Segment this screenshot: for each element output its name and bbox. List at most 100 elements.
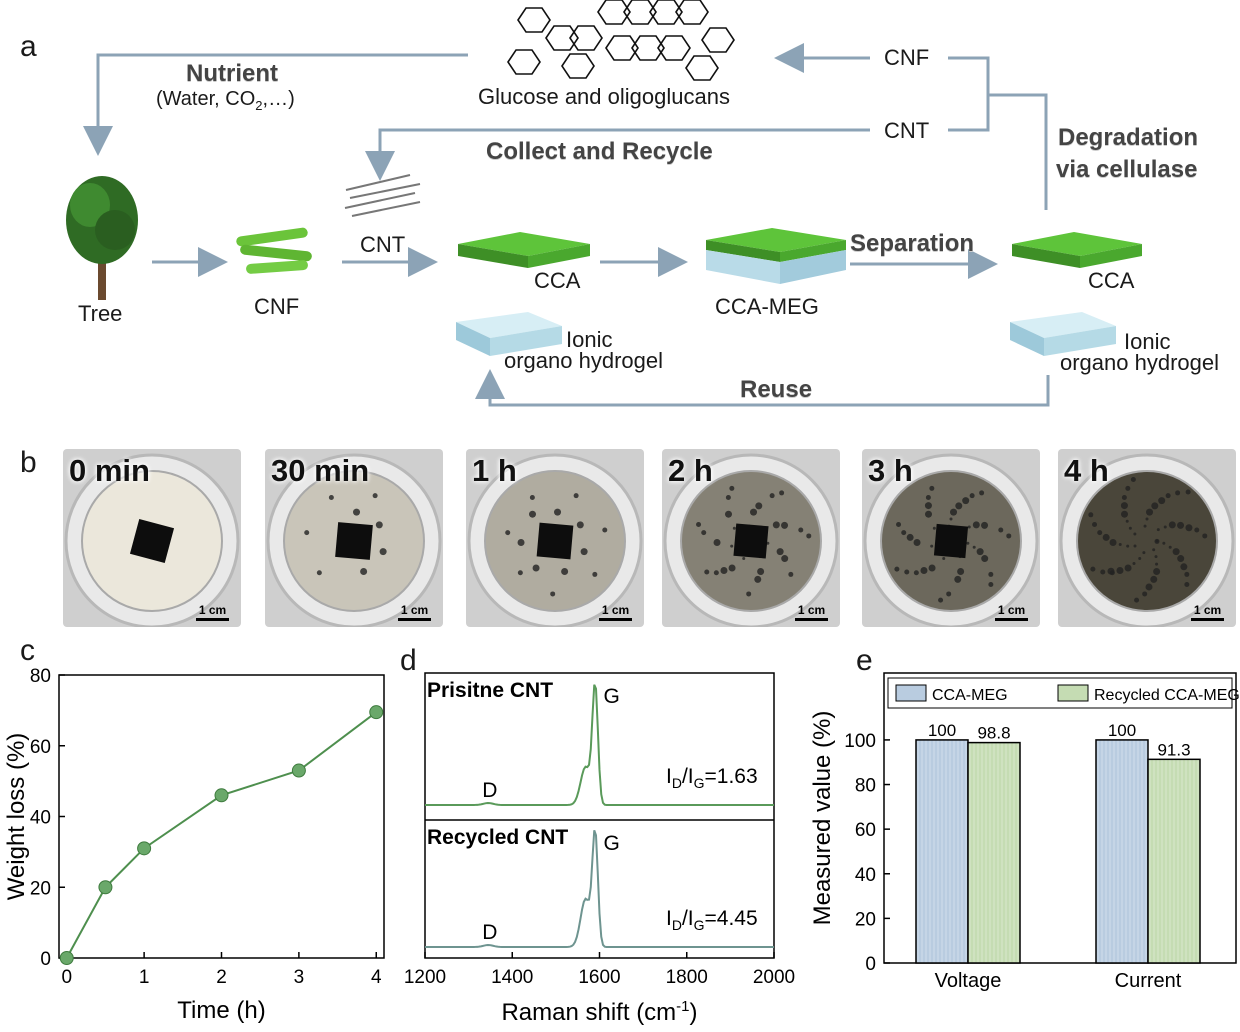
debris-flake (781, 521, 789, 529)
bar (967, 741, 1021, 964)
debris-flake (1121, 510, 1129, 518)
cca-right-label: CCA (1088, 268, 1135, 293)
debris-flake (1100, 569, 1106, 575)
glucose-hexagons (507, 0, 735, 81)
legend-label: Recycled CCA-MEG (1094, 687, 1240, 704)
y-tick-label: 100 (844, 731, 876, 752)
debris-flake (972, 545, 976, 549)
debris-flake (561, 568, 569, 576)
debris-flake (929, 485, 935, 491)
debris-flake (704, 569, 710, 575)
debris-flake (580, 548, 588, 556)
debris-flake (1124, 564, 1132, 572)
tree-illustration (66, 176, 138, 300)
debris-flake (988, 571, 994, 577)
debris-flake (755, 502, 763, 510)
debris-flake (1180, 563, 1188, 571)
debris-flake (1090, 566, 1096, 572)
debris-flake (1177, 521, 1185, 529)
ionic-label-2: organo hydrogel (504, 348, 664, 373)
d-band-label: D (482, 779, 497, 802)
spectrum-name: Recycled CNT (427, 826, 568, 849)
debris-flake (925, 510, 933, 518)
debris-flake (906, 533, 914, 541)
debris-flake (1133, 544, 1137, 548)
category-label: Current (1115, 970, 1182, 992)
cca-meg-label: CCA-MEG (715, 294, 819, 319)
g-band-label: G (604, 832, 620, 855)
cnf-label: CNF (254, 294, 300, 319)
separation-label: Separation (850, 230, 975, 257)
panel-label-a: a (20, 30, 37, 63)
reuse-arrow (475, 369, 1050, 407)
debris-flake (781, 555, 789, 563)
scale-bar-label: 1 cm (601, 603, 630, 617)
cca-sample (335, 522, 373, 560)
debris-flake (750, 508, 758, 516)
ratio-text-part: D (672, 917, 682, 933)
d-band-label: D (482, 921, 497, 944)
debris-flake (1102, 533, 1110, 541)
debris-flake (1125, 519, 1129, 523)
debris-flake (732, 526, 736, 530)
debris-flake (1163, 525, 1167, 529)
reuse-label: Reuse (740, 376, 813, 403)
degradation-photo: 1 h 1 cm (466, 449, 644, 627)
scale-bar: 1 cm (196, 603, 229, 621)
debris-flake (946, 591, 952, 597)
ratio-text-part: =1.63 (705, 765, 758, 788)
debris-flake (701, 530, 707, 536)
degradation-photo: 0 min 1 cm (63, 449, 241, 627)
cca-sample (733, 523, 769, 559)
debris-flake (1172, 548, 1180, 556)
debris-flake (955, 502, 963, 510)
x-tick-label: 1400 (491, 967, 533, 988)
weight-loss-line (65, 711, 377, 959)
debris-flake (981, 555, 989, 563)
degradation-bracket (948, 56, 990, 132)
ratio-text-part: /I (682, 765, 694, 788)
ratio-text-part: =4.45 (705, 907, 758, 930)
cnt-label: CNT (360, 232, 406, 257)
cca-meg-block (706, 228, 846, 284)
x-tick-label: 1 (139, 967, 150, 988)
debris-flake (746, 591, 752, 597)
debris-flake (1142, 551, 1146, 555)
debris-flake (379, 548, 387, 556)
debris-flake (1175, 490, 1181, 496)
cca-label: CCA (534, 268, 581, 293)
debris-flake (1168, 545, 1172, 549)
petri-dish-graphic (64, 453, 240, 627)
scale-bar-line (995, 618, 1028, 621)
y-axis-title: Weight loss (%) (3, 733, 30, 901)
debris-flake (1107, 567, 1115, 575)
debris-flake (1133, 532, 1137, 536)
debris-flake (901, 530, 907, 536)
debris-flake (1134, 597, 1140, 603)
scale-bar: 1 cm (599, 603, 632, 621)
panel-label-e: e (856, 644, 873, 677)
debris-flake (913, 538, 921, 546)
debris-flake (788, 571, 794, 577)
debris-flake (1202, 533, 1208, 539)
debris-flake (576, 521, 584, 529)
debris-flake (1158, 497, 1166, 505)
debris-flake (1138, 557, 1142, 561)
bar-value-label: 98.8 (977, 724, 1010, 743)
debris-flake (1006, 533, 1012, 539)
debris-flake (728, 564, 736, 572)
bar-value-label: 100 (1108, 721, 1136, 740)
debris-flake (360, 568, 368, 576)
tree-label: Tree (78, 301, 123, 326)
debris-flake (957, 568, 965, 576)
debris-flake (550, 591, 556, 597)
category-label: Voltage (935, 970, 1002, 992)
debris-flake (1194, 527, 1200, 533)
photo-time-label: 4 h (1064, 453, 1109, 488)
debris-flake (954, 575, 962, 583)
plot-frame (883, 672, 1237, 964)
debris-flake (328, 495, 334, 501)
scale-bar: 1 cm (398, 603, 431, 621)
debris-flake (1118, 543, 1122, 547)
bar-value-label: 100 (928, 721, 956, 740)
